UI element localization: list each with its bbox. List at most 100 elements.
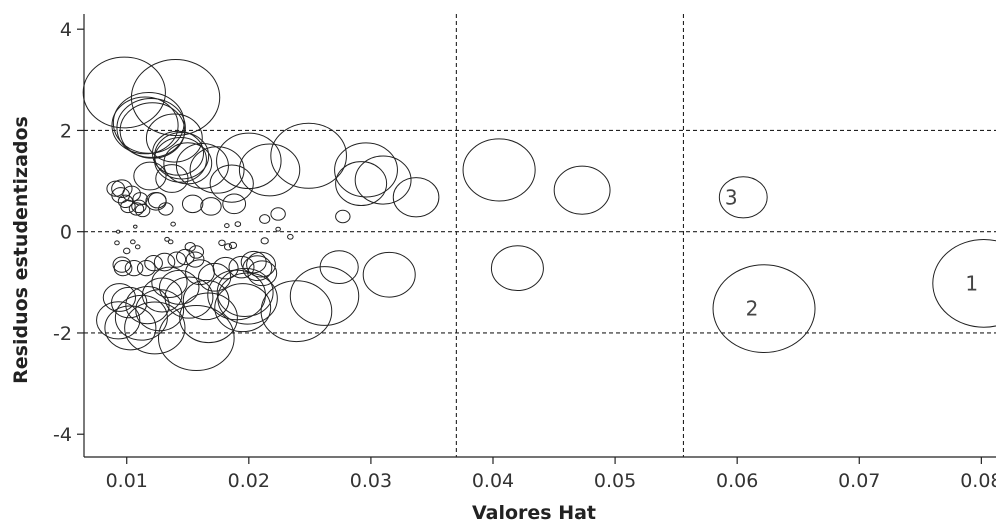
data-point <box>212 256 239 280</box>
data-point <box>490 245 544 292</box>
data-point <box>104 305 157 351</box>
data-point <box>289 266 360 326</box>
point-label: 1 <box>965 271 978 295</box>
y-ticks: -4 -2 0 2 4 <box>53 19 84 446</box>
data-point <box>82 56 166 129</box>
data-point <box>270 122 347 189</box>
data-point <box>130 239 136 245</box>
data-point <box>111 286 148 319</box>
data-point <box>106 180 126 197</box>
data-point <box>189 146 245 194</box>
x-axis-title: Valores Hat <box>472 502 596 524</box>
x-ticks: 0.01 0.02 0.03 0.04 0.05 0.06 0.07 0.08 <box>106 457 996 492</box>
x-tick-label: 0.01 <box>106 470 148 492</box>
data-point <box>134 244 141 250</box>
data-point <box>132 192 148 206</box>
data-point <box>223 243 233 251</box>
y-tick-label: -2 <box>53 323 72 345</box>
data-point <box>207 269 266 321</box>
data-point <box>209 164 254 203</box>
data-point <box>158 202 174 216</box>
bubble-layer <box>82 56 996 372</box>
data-point <box>198 262 232 292</box>
data-point <box>147 192 167 209</box>
data-point <box>153 252 176 272</box>
x-tick-label: 0.03 <box>350 470 392 492</box>
data-point <box>115 229 121 234</box>
data-point <box>123 247 131 255</box>
data-point <box>163 142 213 185</box>
data-point <box>114 240 120 246</box>
y-tick-label: 2 <box>60 120 72 142</box>
data-point <box>335 161 388 207</box>
data-point <box>124 301 186 355</box>
data-point <box>712 264 816 354</box>
data-point <box>247 260 278 287</box>
data-point <box>222 193 247 215</box>
data-point <box>128 202 145 216</box>
data-point <box>102 283 137 312</box>
data-point <box>240 250 267 274</box>
data-point <box>184 242 196 252</box>
data-point <box>259 214 271 224</box>
data-point <box>553 165 611 215</box>
data-point <box>179 292 238 344</box>
y-tick-label: 4 <box>60 19 72 41</box>
data-point <box>153 136 207 183</box>
data-point <box>932 238 996 328</box>
x-tick-label: 0.06 <box>716 470 758 492</box>
data-point <box>181 194 204 214</box>
axes <box>83 14 996 458</box>
y-axis-title: Residuos estudentizados <box>10 116 32 384</box>
data-point <box>270 207 286 221</box>
data-point <box>260 280 333 343</box>
data-point <box>718 176 768 219</box>
data-point <box>335 209 351 224</box>
data-point <box>112 256 132 273</box>
data-point <box>111 96 179 155</box>
data-point <box>182 279 230 321</box>
data-point <box>114 294 168 341</box>
data-point <box>132 224 138 229</box>
data-point <box>175 143 229 189</box>
data-point <box>119 102 186 159</box>
data-point <box>260 237 269 245</box>
data-point <box>275 226 281 232</box>
data-point <box>155 164 189 193</box>
data-point <box>151 266 188 299</box>
data-point <box>287 233 294 240</box>
point-label: 2 <box>746 297 759 321</box>
data-point <box>214 283 272 333</box>
data-point <box>144 254 163 272</box>
data-point <box>145 113 203 163</box>
data-point <box>125 286 170 325</box>
data-point <box>158 269 200 305</box>
data-point <box>152 130 205 176</box>
x-tick-label: 0.07 <box>838 470 880 492</box>
data-point <box>157 304 235 372</box>
data-point <box>116 97 186 158</box>
reference-lines <box>84 14 996 457</box>
x-tick-label: 0.08 <box>960 470 996 492</box>
y-tick-label: -4 <box>53 424 72 446</box>
data-point <box>234 221 242 228</box>
x-tick-label: 0.04 <box>472 470 514 492</box>
point-label: 3 <box>725 185 738 209</box>
data-point <box>96 301 141 340</box>
data-point <box>224 223 230 229</box>
data-point <box>392 177 440 218</box>
data-point <box>130 59 221 137</box>
data-point <box>133 161 167 191</box>
data-point <box>164 236 170 242</box>
data-point <box>185 251 205 268</box>
data-point <box>136 260 156 277</box>
data-point <box>167 239 174 245</box>
x-tick-label: 0.02 <box>228 470 270 492</box>
data-point <box>362 251 416 298</box>
data-point <box>354 155 412 205</box>
data-point <box>200 197 222 216</box>
data-point <box>238 143 301 197</box>
data-point <box>188 245 205 259</box>
